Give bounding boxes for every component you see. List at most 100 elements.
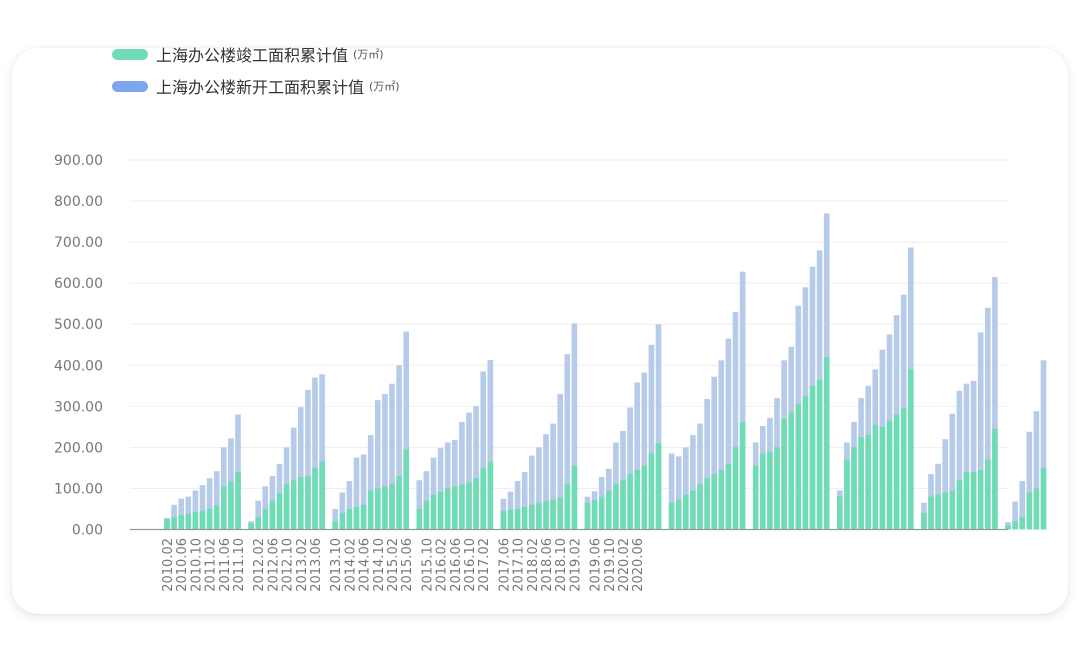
bar-started xyxy=(382,394,388,530)
bar-completed xyxy=(886,420,893,530)
bar-started xyxy=(977,332,984,530)
bar-started xyxy=(641,372,648,530)
bar-completed xyxy=(514,508,521,530)
bar-completed xyxy=(1019,517,1025,530)
bar-started xyxy=(718,360,725,530)
x-tick-label: 2020.02 xyxy=(617,538,632,592)
bar-started xyxy=(675,456,682,530)
legend-label-started: 上海办公楼新开工面积累计值 xyxy=(156,78,365,97)
x-tick-label: 2012.02 xyxy=(252,538,267,592)
bar-started xyxy=(648,344,655,530)
bar-completed xyxy=(760,453,766,530)
bar-started xyxy=(416,480,423,530)
bar-completed xyxy=(480,467,486,530)
x-tick-label: 2016.06 xyxy=(449,538,464,592)
bar-completed xyxy=(690,490,696,530)
bar-completed xyxy=(1040,467,1047,530)
bar-started xyxy=(305,389,311,530)
bar-completed xyxy=(339,513,346,530)
bar-started xyxy=(1019,481,1025,530)
bar-completed xyxy=(823,357,830,530)
bar-completed xyxy=(942,492,948,530)
bar-completed xyxy=(992,428,998,530)
bar-completed xyxy=(627,474,633,530)
bar-completed xyxy=(816,379,823,530)
bar-completed xyxy=(298,476,304,530)
bar-started xyxy=(514,481,521,530)
bar-completed xyxy=(389,484,395,530)
x-tick-label: 2013.02 xyxy=(295,538,310,592)
y-tick-label: 300.00 xyxy=(54,399,103,415)
bar-completed xyxy=(529,504,535,530)
legend-unit-started: (万㎡) xyxy=(369,80,400,93)
x-tick-label: 2019.02 xyxy=(568,538,583,592)
x-tick-label: 2014.02 xyxy=(343,538,358,592)
bar-started xyxy=(655,324,662,530)
bar-started xyxy=(564,354,571,530)
bar-completed xyxy=(985,459,991,530)
legend: 上海办公楼竣工面积累计值 (万㎡) 上海办公楼新开工面积累计值 (万㎡) xyxy=(112,38,400,102)
bar-completed xyxy=(312,467,318,530)
bar-started xyxy=(487,359,494,530)
x-tick-label: 2010.10 xyxy=(189,538,204,592)
x-tick-label: 2015.02 xyxy=(386,538,401,592)
bar-started xyxy=(192,490,199,530)
bar-completed xyxy=(290,480,297,530)
bar-completed xyxy=(781,418,787,530)
bar-started xyxy=(319,374,325,530)
legend-item-completed: 上海办公楼竣工面积累计值 (万㎡) xyxy=(112,38,400,70)
bar-started xyxy=(543,434,549,530)
bar-completed xyxy=(416,508,423,530)
bar-completed xyxy=(248,523,254,530)
bar-started xyxy=(739,271,746,530)
x-tick-label: 2018.10 xyxy=(554,538,569,592)
bar-completed xyxy=(711,474,717,530)
bar-started xyxy=(550,423,556,530)
bar-completed xyxy=(851,447,857,530)
bar-completed xyxy=(557,497,563,530)
bar-started xyxy=(353,457,360,530)
bar-completed xyxy=(444,488,451,530)
bar-completed xyxy=(739,421,746,530)
x-tick-label: 2015.06 xyxy=(400,538,415,592)
y-tick-label: 0.00 xyxy=(72,523,103,539)
x-tick-label: 2018.06 xyxy=(540,538,555,592)
bar-started xyxy=(444,442,451,530)
x-tick-label: 2011.02 xyxy=(204,538,219,592)
bar-completed xyxy=(802,396,809,530)
bar-completed xyxy=(571,465,578,530)
bar-started xyxy=(711,376,717,530)
bar-completed xyxy=(718,469,725,530)
bar-completed xyxy=(283,484,290,530)
bar-completed xyxy=(1033,488,1040,530)
bar-started xyxy=(480,371,486,530)
bar-started xyxy=(423,471,430,530)
y-tick-label: 600.00 xyxy=(54,276,103,292)
bar-completed xyxy=(382,486,388,530)
x-tick-label: 2017.06 xyxy=(497,538,512,592)
bar-completed xyxy=(908,369,914,530)
bar-completed xyxy=(403,449,409,530)
x-tick-label: 2014.10 xyxy=(372,538,387,592)
bar-started xyxy=(1040,360,1047,530)
bar-started xyxy=(213,471,220,530)
x-tick-label: 2010.06 xyxy=(175,538,190,592)
legend-swatch-completed xyxy=(112,48,148,60)
x-tick-label: 2017.02 xyxy=(477,538,492,592)
y-tick-label: 200.00 xyxy=(54,440,103,456)
bar-started xyxy=(942,439,948,530)
bar-completed xyxy=(466,482,472,530)
bar-started xyxy=(970,380,977,530)
bar-completed xyxy=(732,447,739,530)
bar-completed xyxy=(668,502,675,530)
bar-completed xyxy=(1012,521,1018,530)
bar-started xyxy=(571,323,578,530)
bar-completed xyxy=(235,472,241,530)
bar-completed xyxy=(500,511,507,530)
bar-started xyxy=(346,481,353,530)
x-tick-label: 2013.10 xyxy=(329,538,344,592)
bar-completed xyxy=(704,478,710,530)
bar-completed xyxy=(865,435,871,530)
bar-started xyxy=(430,457,437,530)
